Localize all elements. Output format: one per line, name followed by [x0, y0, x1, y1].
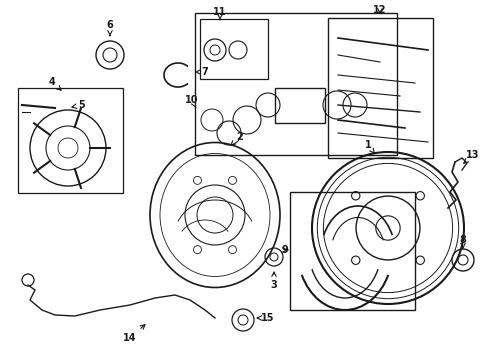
Text: 15: 15: [257, 313, 274, 323]
Text: 6: 6: [106, 20, 113, 36]
Text: 12: 12: [372, 5, 386, 15]
Text: 7: 7: [195, 67, 208, 77]
Bar: [200, 19, 267, 79]
Text: 9: 9: [281, 245, 288, 255]
Text: 5: 5: [72, 100, 85, 110]
Text: 13: 13: [463, 150, 479, 163]
Text: 2: 2: [230, 132, 243, 145]
Text: 3: 3: [270, 272, 277, 290]
Bar: [18, 88, 123, 193]
Text: 11: 11: [213, 7, 226, 20]
Text: 8: 8: [459, 235, 466, 248]
Text: 14: 14: [123, 325, 145, 343]
Text: 10: 10: [185, 95, 198, 108]
Bar: [195, 13, 396, 155]
Bar: [274, 88, 325, 123]
Text: 4: 4: [48, 77, 61, 90]
Bar: [289, 192, 414, 310]
Text: 1: 1: [364, 140, 374, 153]
Bar: [327, 18, 432, 158]
